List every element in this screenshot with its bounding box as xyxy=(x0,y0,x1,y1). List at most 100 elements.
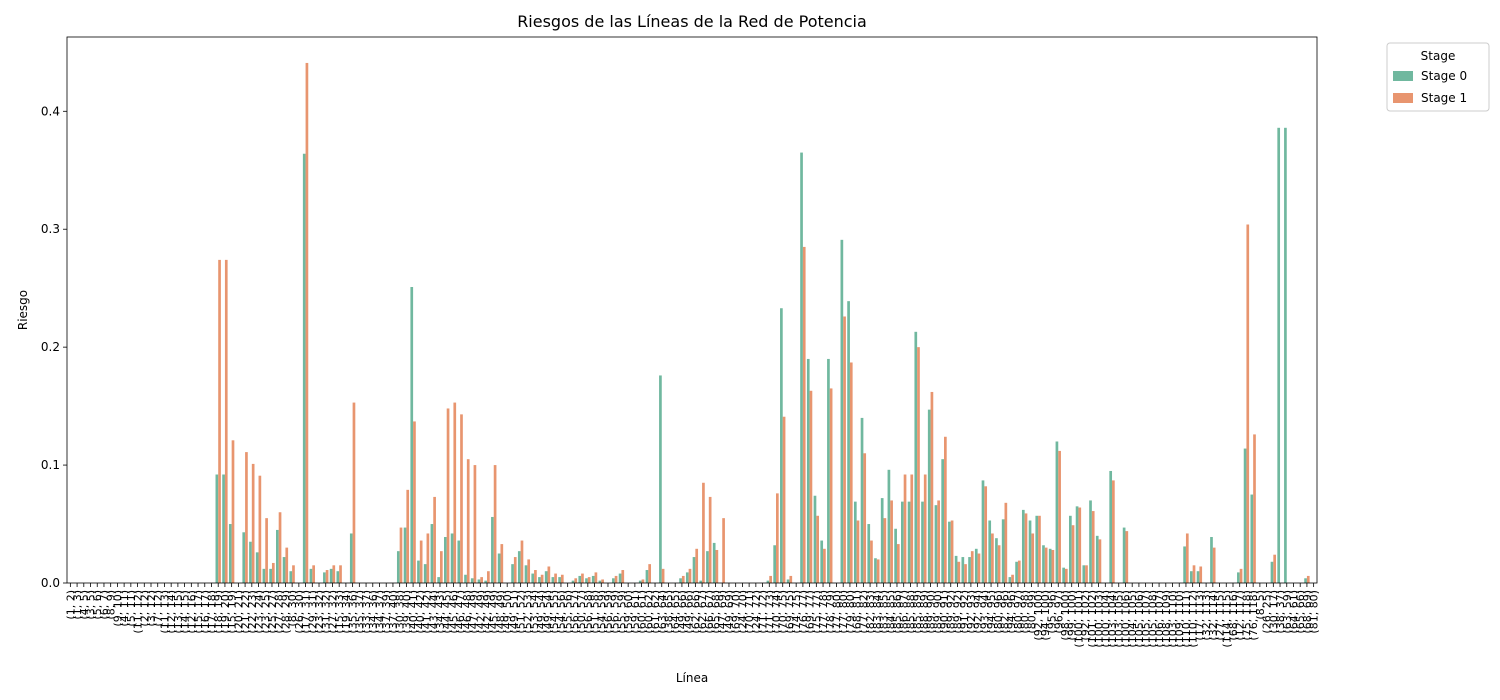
bar xyxy=(534,570,537,583)
bar xyxy=(1304,578,1307,583)
legend-label: Stage 1 xyxy=(1421,91,1467,105)
x-tick-label: (88, 89) xyxy=(918,590,931,634)
x-tick-label: (49, 69) xyxy=(723,590,736,634)
x-tick-label: (39, 40) xyxy=(400,590,413,634)
x-tick-label: (55, 56) xyxy=(562,590,575,634)
x-tick-label: (14, 15) xyxy=(179,590,192,634)
bar xyxy=(1125,531,1129,583)
bar xyxy=(641,579,645,583)
bar xyxy=(332,565,336,583)
bar xyxy=(695,548,699,583)
x-tick-label: (6, 7) xyxy=(98,590,111,620)
bar xyxy=(853,501,857,583)
bar xyxy=(860,417,864,583)
bar xyxy=(1069,515,1072,583)
x-tick-label: (32, 114) xyxy=(1207,590,1220,641)
x-tick-label: (56, 59) xyxy=(602,590,615,634)
bar xyxy=(466,459,470,583)
bar xyxy=(948,521,951,583)
bar xyxy=(901,501,904,583)
x-tick-label: (7, 12) xyxy=(152,590,165,627)
bar xyxy=(224,259,228,583)
bar xyxy=(968,557,971,583)
x-tick-label: (77, 82) xyxy=(857,590,870,634)
x-tick-label: (62, 67) xyxy=(696,590,709,634)
x-tick-label: (59, 61) xyxy=(629,590,642,634)
legend-swatch xyxy=(1393,93,1413,103)
x-tick-label: (35, 36) xyxy=(347,590,360,634)
bar xyxy=(325,570,329,583)
x-tick-label: (17, 31) xyxy=(300,590,313,634)
bar xyxy=(222,474,225,583)
x-tick-label: (43, 44) xyxy=(427,590,440,634)
x-tick-label: (37, 39) xyxy=(380,590,393,634)
bar xyxy=(934,505,938,583)
bar xyxy=(1112,480,1115,583)
bar xyxy=(417,560,420,583)
bar xyxy=(1284,127,1287,583)
bar xyxy=(251,463,255,583)
x-tick-label: (53, 54) xyxy=(528,590,541,634)
x-tick-label: (56, 59) xyxy=(609,590,622,634)
x-tick-label: (22, 23) xyxy=(246,590,259,634)
x-tick-label: (85, 86) xyxy=(891,590,904,634)
x-tick-label: (70, 74) xyxy=(770,590,783,634)
bar xyxy=(954,555,958,583)
x-tick-label: (96, 97) xyxy=(1052,590,1065,634)
bar xyxy=(591,575,595,583)
y-tick-label: 0.0 xyxy=(41,576,60,590)
bar xyxy=(1021,509,1025,583)
x-tick-label: (1, 2) xyxy=(64,590,77,620)
x-tick-label: (16, 17) xyxy=(199,590,212,634)
x-tick-label: (68, 69) xyxy=(1301,590,1314,634)
x-tick-label: (69, 70) xyxy=(730,590,743,634)
bar xyxy=(1270,561,1274,583)
bar xyxy=(547,566,551,583)
bar xyxy=(789,575,793,583)
bar xyxy=(1044,547,1048,583)
bar xyxy=(614,575,618,583)
bar xyxy=(829,388,833,583)
x-tick-label: (4, 5) xyxy=(78,590,91,620)
bar xyxy=(1095,535,1099,583)
bar xyxy=(970,551,974,583)
bar xyxy=(491,516,494,583)
x-tick-label: (49, 54) xyxy=(542,590,555,634)
x-tick-label: (30, 17) xyxy=(1267,590,1280,634)
bar xyxy=(1246,224,1250,583)
x-tick-label: (42, 49) xyxy=(474,590,487,634)
x-tick-label: (23, 32) xyxy=(313,590,326,634)
x-tick-label: (70, 71) xyxy=(743,590,756,634)
x-tick-label: (28, 29) xyxy=(279,590,292,634)
bar xyxy=(1199,566,1203,583)
x-tick-label: (18, 19) xyxy=(212,590,225,634)
x-tick-label: (12, 117) xyxy=(1234,590,1247,641)
bar xyxy=(1189,571,1193,583)
bar xyxy=(1098,539,1102,583)
bar xyxy=(638,580,642,583)
bar xyxy=(1212,547,1216,583)
x-tick-label: (80, 99) xyxy=(1025,590,1038,634)
bar xyxy=(551,577,555,583)
x-tick-label: (70, 75) xyxy=(777,590,790,634)
bar xyxy=(271,562,275,583)
x-tick-label: (95, 96) xyxy=(1046,590,1059,634)
x-tick-label: (85, 88) xyxy=(904,590,917,634)
x-tick-label: (25, 27) xyxy=(266,590,279,634)
x-tick-label: (110, 111) xyxy=(1180,590,1193,648)
x-tick-label: (8, 5) xyxy=(1254,590,1267,620)
x-tick-label: (38, 37) xyxy=(1274,590,1287,634)
x-tick-label: (50, 57) xyxy=(575,590,588,634)
bar xyxy=(446,408,450,583)
legend-label: Stage 0 xyxy=(1421,69,1467,83)
bar xyxy=(679,578,682,583)
bar xyxy=(685,572,689,583)
x-tick-label: (49, 66) xyxy=(683,590,696,634)
bar xyxy=(410,287,414,583)
bar xyxy=(907,501,911,583)
x-tick-label: (40, 41) xyxy=(407,590,420,634)
x-tick-label: (94, 96) xyxy=(1005,590,1018,634)
bar xyxy=(800,152,803,583)
x-tick-label: (5, 6) xyxy=(91,590,104,620)
bar xyxy=(1015,561,1018,583)
